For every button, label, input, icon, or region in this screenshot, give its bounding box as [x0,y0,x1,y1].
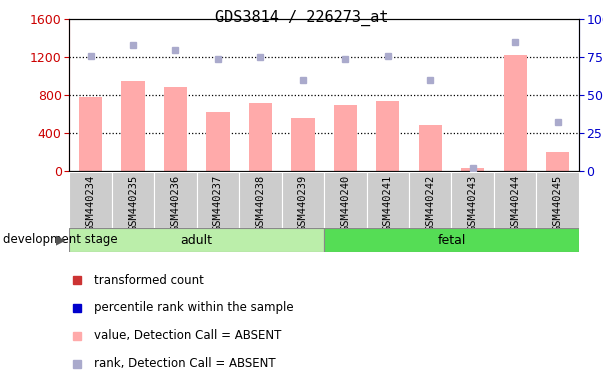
Text: GSM440237: GSM440237 [213,174,223,231]
Bar [69,172,112,228]
Bar [546,152,569,171]
Bar [461,168,484,171]
Text: GSM440239: GSM440239 [298,174,308,231]
Bar [291,118,315,171]
Bar [504,55,527,171]
Text: percentile rank within the sample: percentile rank within the sample [94,301,294,314]
Text: GSM440245: GSM440245 [552,174,563,231]
Text: GSM440244: GSM440244 [510,174,520,231]
Bar [333,104,357,171]
Bar [409,172,452,228]
Bar [537,172,579,228]
Bar [376,101,399,171]
Text: GSM440240: GSM440240 [340,174,350,231]
Bar [206,112,230,171]
Text: GDS3814 / 226273_at: GDS3814 / 226273_at [215,10,388,26]
Bar [239,172,282,228]
Bar [324,228,579,252]
Text: rank, Detection Call = ABSENT: rank, Detection Call = ABSENT [94,357,276,370]
Bar [367,172,409,228]
Bar [324,172,367,228]
Bar [452,172,494,228]
Text: GSM440241: GSM440241 [383,174,393,231]
Text: development stage: development stage [3,233,118,247]
Bar [282,172,324,228]
Bar [154,172,197,228]
Text: GSM440235: GSM440235 [128,174,138,231]
Text: GSM440234: GSM440234 [86,174,96,231]
Bar [112,172,154,228]
Text: fetal: fetal [437,233,466,247]
Text: GSM440236: GSM440236 [171,174,180,231]
Text: value, Detection Call = ABSENT: value, Detection Call = ABSENT [94,329,281,343]
Text: GSM440238: GSM440238 [256,174,265,231]
Text: ▶: ▶ [55,233,65,247]
Bar [79,97,103,171]
Text: adult: adult [181,233,213,247]
Text: GSM440243: GSM440243 [468,174,478,231]
Bar [418,126,442,171]
Bar [164,88,187,171]
Bar [121,81,145,171]
Bar [249,103,272,171]
Text: transformed count: transformed count [94,273,204,286]
Text: GSM440242: GSM440242 [425,174,435,231]
Bar [197,172,239,228]
Bar [494,172,537,228]
Bar [69,228,324,252]
